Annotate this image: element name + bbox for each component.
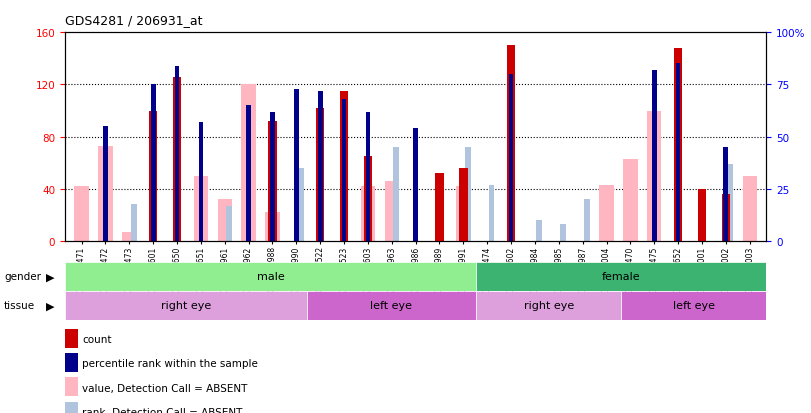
- Text: tissue: tissue: [4, 301, 35, 311]
- Bar: [65, 329, 78, 348]
- Bar: [294, 89, 298, 242]
- Bar: [341, 100, 346, 242]
- Bar: [488, 185, 495, 242]
- Bar: [727, 164, 733, 242]
- Bar: [270, 112, 275, 242]
- Bar: [75, 187, 88, 242]
- Text: ▶: ▶: [46, 272, 54, 282]
- Bar: [676, 64, 680, 242]
- Text: count: count: [83, 334, 112, 344]
- Bar: [265, 213, 280, 242]
- Bar: [457, 187, 470, 242]
- Bar: [131, 204, 136, 242]
- Bar: [507, 46, 515, 242]
- Text: female: female: [602, 272, 641, 282]
- Bar: [366, 112, 371, 242]
- Text: gender: gender: [4, 272, 41, 282]
- Bar: [560, 225, 566, 242]
- Text: right eye: right eye: [524, 301, 574, 311]
- Bar: [384, 182, 399, 242]
- Bar: [459, 169, 467, 242]
- Bar: [318, 91, 323, 242]
- Bar: [65, 291, 307, 320]
- Bar: [697, 190, 706, 242]
- Bar: [316, 109, 324, 242]
- Bar: [149, 111, 157, 242]
- Bar: [599, 185, 614, 242]
- Bar: [268, 122, 277, 242]
- Bar: [247, 106, 251, 242]
- Text: left eye: left eye: [673, 301, 714, 311]
- Bar: [436, 174, 444, 242]
- Bar: [393, 148, 399, 242]
- Bar: [723, 148, 728, 242]
- Bar: [217, 200, 232, 242]
- Text: left eye: left eye: [371, 301, 413, 311]
- Bar: [307, 291, 476, 320]
- Text: GDS4281 / 206931_at: GDS4281 / 206931_at: [65, 14, 203, 27]
- Bar: [65, 262, 476, 291]
- Bar: [65, 353, 78, 372]
- Text: right eye: right eye: [161, 301, 211, 311]
- Bar: [98, 147, 113, 242]
- Bar: [674, 49, 682, 242]
- Bar: [65, 402, 78, 413]
- Bar: [226, 206, 232, 242]
- Bar: [652, 71, 657, 242]
- Bar: [647, 111, 662, 242]
- Bar: [476, 291, 621, 320]
- Bar: [151, 85, 156, 242]
- Bar: [242, 85, 255, 242]
- Bar: [584, 200, 590, 242]
- Bar: [465, 148, 470, 242]
- Bar: [476, 262, 766, 291]
- Bar: [743, 176, 757, 242]
- Bar: [722, 195, 730, 242]
- Bar: [621, 291, 766, 320]
- Bar: [361, 187, 375, 242]
- Bar: [340, 92, 348, 242]
- Bar: [174, 66, 179, 242]
- Text: ▶: ▶: [46, 301, 54, 311]
- Bar: [173, 77, 181, 242]
- Text: rank, Detection Call = ABSENT: rank, Detection Call = ABSENT: [83, 407, 242, 413]
- Bar: [122, 233, 136, 242]
- Bar: [536, 221, 543, 242]
- Bar: [364, 157, 372, 242]
- Bar: [508, 75, 513, 242]
- Bar: [194, 176, 208, 242]
- Bar: [199, 123, 204, 242]
- Bar: [414, 129, 418, 242]
- Text: value, Detection Call = ABSENT: value, Detection Call = ABSENT: [83, 383, 248, 393]
- Bar: [65, 377, 78, 396]
- Text: percentile rank within the sample: percentile rank within the sample: [83, 358, 258, 368]
- Bar: [103, 127, 108, 242]
- Bar: [298, 169, 303, 242]
- Bar: [623, 159, 637, 242]
- Text: male: male: [256, 272, 285, 282]
